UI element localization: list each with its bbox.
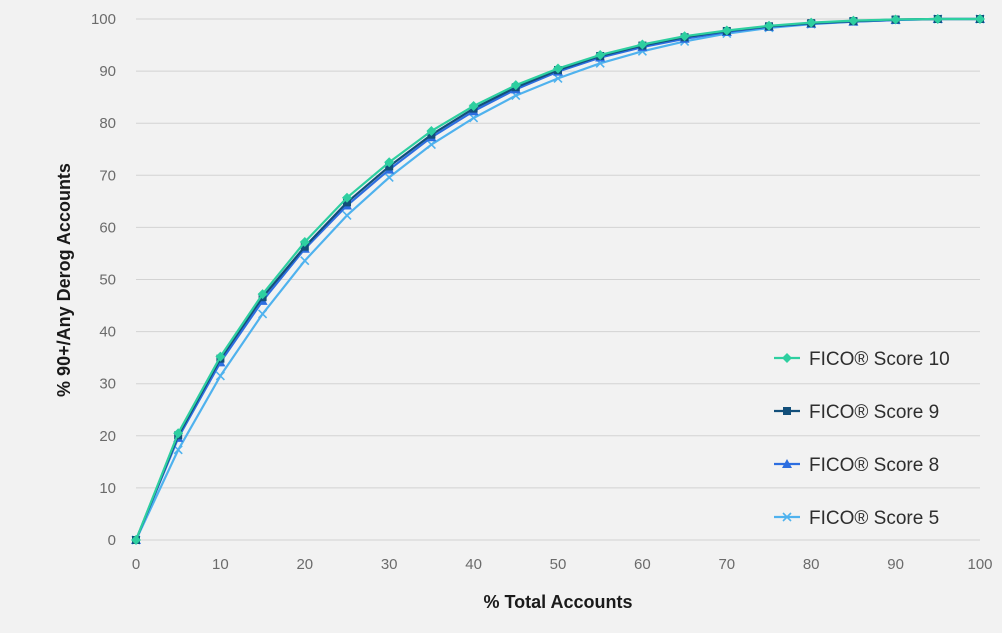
data-point xyxy=(257,289,268,300)
data-point xyxy=(932,14,943,24)
data-point xyxy=(131,535,141,545)
data-point xyxy=(806,17,817,28)
legend-label: FICO® Score 8 xyxy=(809,455,939,476)
legend-label: FICO® Score 9 xyxy=(809,402,939,423)
data-point xyxy=(890,14,901,25)
y-tick-label: 40 xyxy=(99,324,116,341)
y-tick-label: 30 xyxy=(99,376,116,393)
legend-marker xyxy=(783,407,791,415)
x-tick-label: 0 xyxy=(132,556,140,573)
data-point xyxy=(595,49,606,60)
data-point xyxy=(299,236,310,247)
data-point xyxy=(173,428,184,439)
legend-marker xyxy=(782,459,792,468)
x-tick-label: 10 xyxy=(212,556,229,573)
data-point xyxy=(553,73,563,83)
data-point xyxy=(258,309,268,319)
data-point xyxy=(300,256,310,266)
data-point xyxy=(975,14,985,24)
data-point xyxy=(469,113,479,123)
legend-item: FICO® Score 10 xyxy=(774,349,950,370)
x-axis-title: % Total Accounts xyxy=(483,592,632,612)
data-point xyxy=(342,210,352,220)
y-tick-label: 100 xyxy=(91,11,116,28)
legend-marker xyxy=(782,512,792,522)
legend-marker xyxy=(782,353,792,363)
x-tick-label: 20 xyxy=(296,556,313,573)
x-tick-label: 80 xyxy=(803,556,820,573)
series-0 xyxy=(131,14,985,545)
legend-item: FICO® Score 8 xyxy=(774,455,939,476)
data-point xyxy=(764,20,774,31)
data-point xyxy=(215,351,226,362)
y-tick-label: 20 xyxy=(99,428,116,445)
x-tick-label: 100 xyxy=(967,556,992,573)
y-tick-label: 80 xyxy=(99,115,116,132)
x-tick-label: 30 xyxy=(381,556,398,573)
data-point xyxy=(426,126,437,137)
data-point xyxy=(384,172,394,182)
data-point xyxy=(679,31,690,42)
x-tick-label: 40 xyxy=(465,556,482,573)
y-tick-label: 70 xyxy=(99,167,116,184)
x-tick-label: 90 xyxy=(887,556,904,573)
y-axis-ticks: 0 10 20 30 40 50 60 70 80 90 100 xyxy=(91,11,116,549)
x-tick-label: 70 xyxy=(718,556,735,573)
x-tick-label: 50 xyxy=(550,556,567,573)
y-tick-label: 90 xyxy=(99,63,116,80)
y-tick-label: 50 xyxy=(99,272,116,289)
data-point xyxy=(468,101,479,112)
legend-label: FICO® Score 10 xyxy=(809,349,950,370)
data-point xyxy=(384,157,395,168)
x-tick-label: 60 xyxy=(634,556,651,573)
data-point xyxy=(721,25,732,36)
legend-item: FICO® Score 9 xyxy=(774,402,939,423)
x-axis-ticks: 0 10 20 30 40 50 60 70 80 90 100 xyxy=(132,556,993,573)
y-tick-label: 60 xyxy=(99,219,116,236)
y-tick-label: 0 xyxy=(108,532,116,549)
y-tick-label: 10 xyxy=(99,480,116,497)
data-point xyxy=(510,80,521,91)
data-point xyxy=(553,63,563,74)
data-point xyxy=(637,39,648,50)
legend: FICO® Score 10 FICO® Score 9 FICO® Score 8… xyxy=(774,349,950,529)
data-point xyxy=(848,15,859,26)
data-point xyxy=(426,139,436,150)
data-point xyxy=(215,371,225,381)
legend-label: FICO® Score 5 xyxy=(809,508,939,529)
data-point xyxy=(342,192,352,203)
series-lines xyxy=(131,14,985,545)
y-axis-title: % 90+/Any Derog Accounts xyxy=(54,163,74,397)
legend-item: FICO® Score 5 xyxy=(774,508,939,529)
